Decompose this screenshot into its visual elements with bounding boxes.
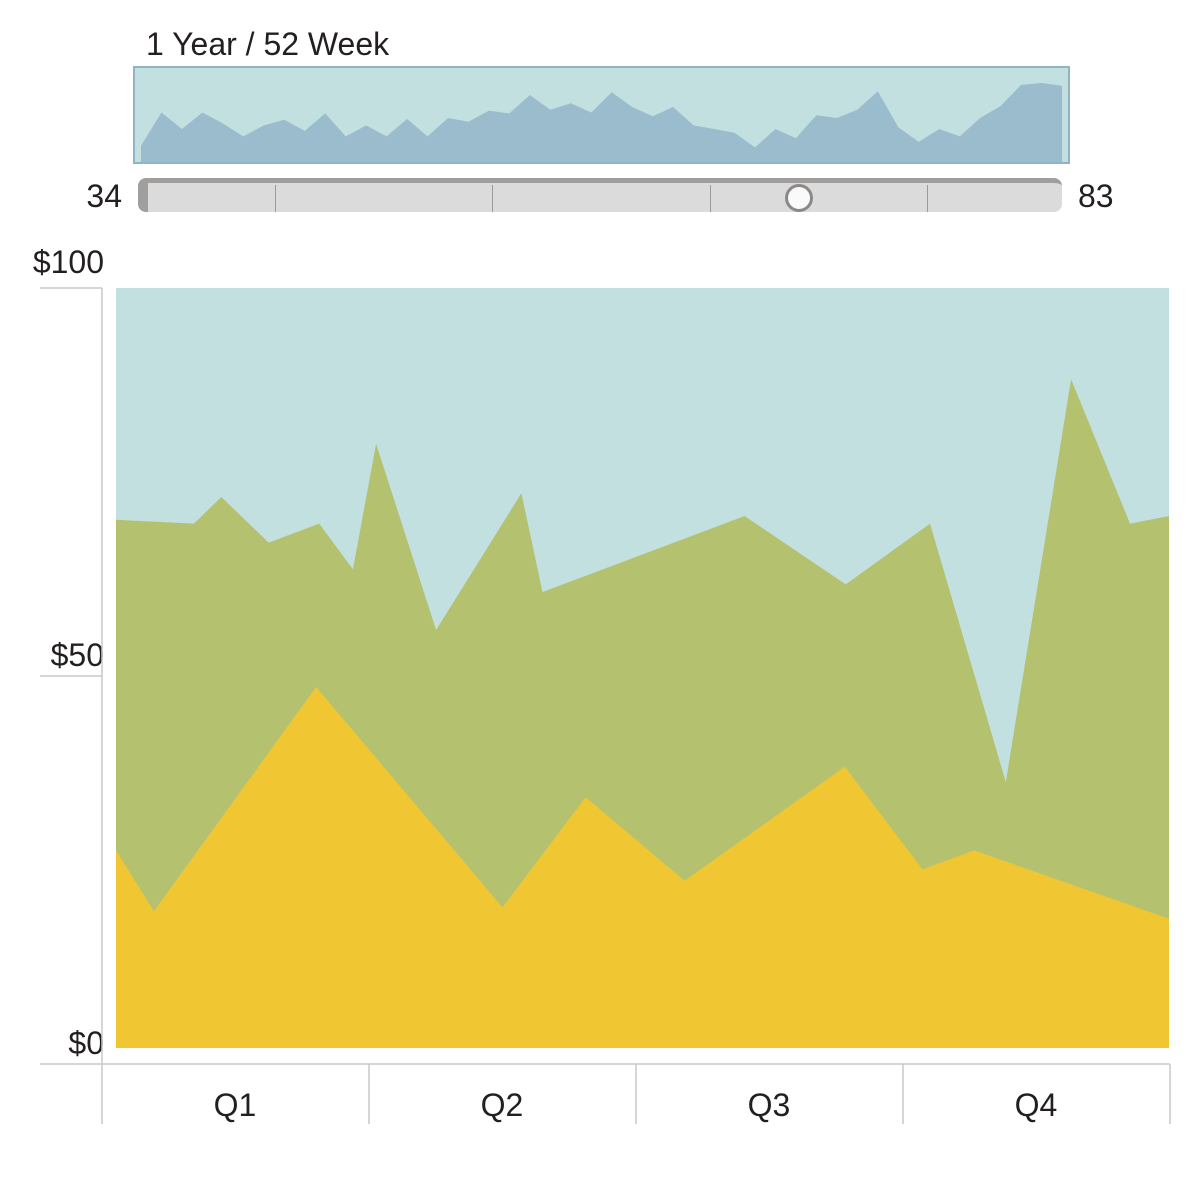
x-tick-label-q4: Q4: [1014, 1087, 1058, 1123]
range-slider-thumb[interactable]: [785, 184, 813, 212]
overview-chart[interactable]: [133, 66, 1070, 164]
axis-layer: [40, 287, 1171, 1124]
y-tick-label-0: $0: [68, 1025, 104, 1061]
slider-tick: [927, 185, 928, 212]
area-series-series-a: [116, 687, 1169, 1048]
range-min-label: 34: [86, 178, 122, 214]
x-tick-label-q3: Q3: [747, 1087, 791, 1123]
slider-tick: [492, 185, 493, 212]
slider-tick: [275, 185, 276, 212]
slider-tick: [710, 185, 711, 212]
range-max-label: 83: [1078, 178, 1114, 214]
overview-area: [141, 83, 1062, 164]
y-tick-label-100: $100: [32, 244, 104, 280]
area-series-layer: [116, 288, 1169, 1048]
range-slider-track[interactable]: [138, 178, 1062, 212]
overview-border: [133, 66, 1070, 164]
x-tick-label-q2: Q2: [480, 1087, 524, 1123]
y-tick-label-50: $50: [50, 637, 104, 673]
range-title: 1 Year / 52 Week: [146, 26, 390, 62]
x-tick-label-q1: Q1: [213, 1087, 257, 1123]
